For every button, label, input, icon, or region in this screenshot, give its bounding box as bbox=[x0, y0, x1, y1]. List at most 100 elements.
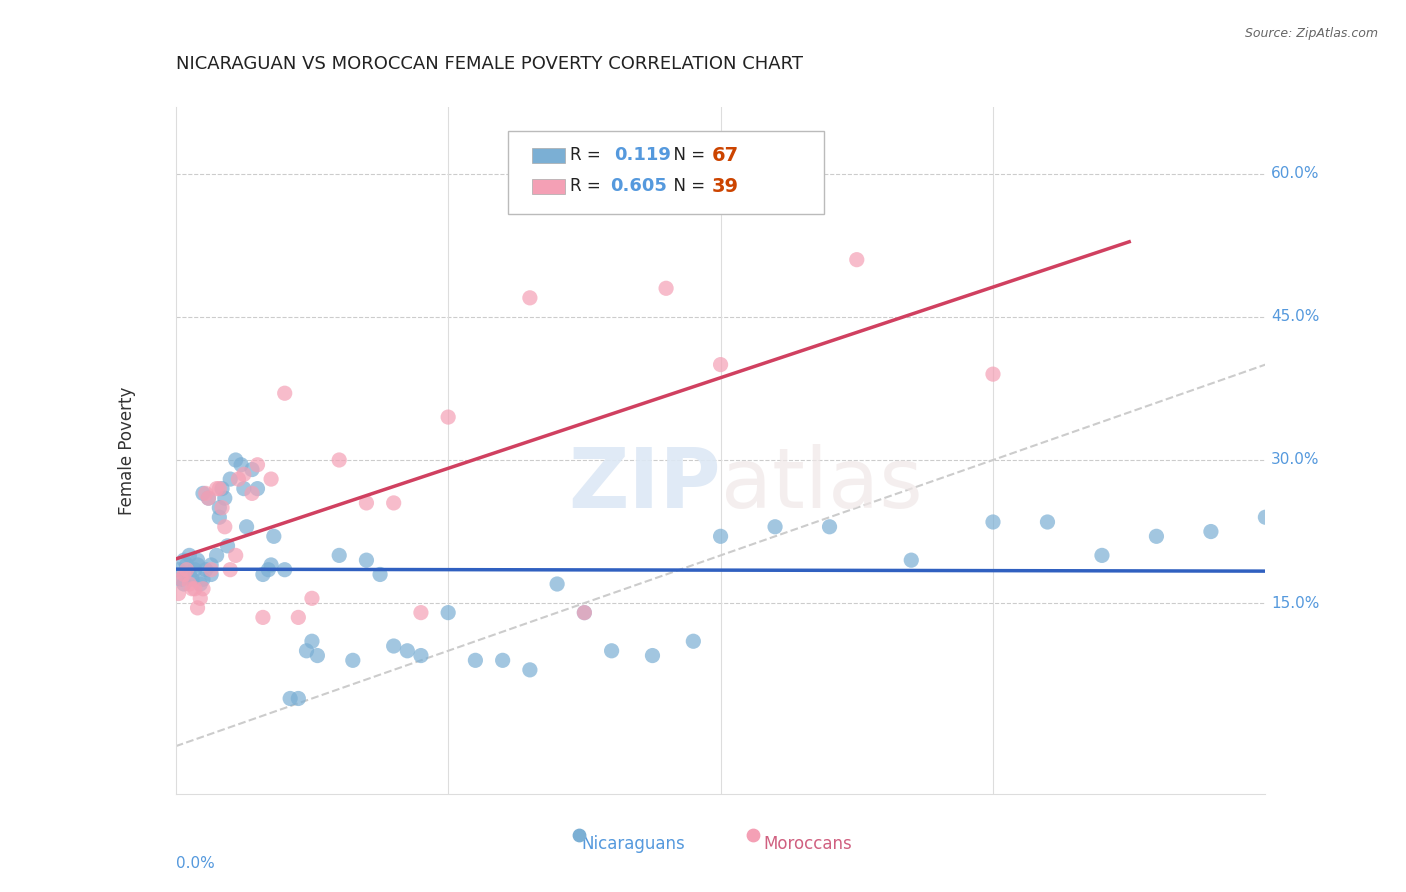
Text: Nicaraguans: Nicaraguans bbox=[582, 835, 685, 853]
Point bbox=[200, 563, 222, 577]
Point bbox=[342, 653, 364, 667]
Point bbox=[246, 458, 269, 472]
Point bbox=[260, 558, 283, 572]
Point bbox=[574, 606, 596, 620]
Point bbox=[818, 520, 841, 534]
Point bbox=[240, 486, 263, 500]
Point bbox=[188, 591, 211, 606]
Point bbox=[1036, 515, 1059, 529]
Text: 0.0%: 0.0% bbox=[176, 855, 215, 871]
Point bbox=[225, 549, 247, 563]
Point bbox=[184, 582, 207, 596]
Point bbox=[655, 281, 678, 295]
Point bbox=[328, 453, 350, 467]
Point bbox=[208, 482, 231, 496]
Point bbox=[197, 491, 219, 505]
Point bbox=[328, 549, 350, 563]
Point bbox=[186, 600, 209, 615]
Point bbox=[194, 486, 217, 500]
Text: N =: N = bbox=[662, 146, 710, 164]
Point bbox=[173, 553, 195, 567]
Text: Female Poverty: Female Poverty bbox=[118, 386, 136, 515]
Point bbox=[900, 553, 922, 567]
Text: 30.0%: 30.0% bbox=[1271, 452, 1319, 467]
Point bbox=[409, 648, 432, 663]
Point bbox=[181, 572, 204, 586]
Text: R =: R = bbox=[571, 177, 606, 195]
Point bbox=[186, 558, 209, 572]
Point bbox=[186, 553, 209, 567]
FancyBboxPatch shape bbox=[508, 131, 824, 213]
Point bbox=[307, 648, 329, 663]
Point bbox=[519, 663, 541, 677]
Point bbox=[257, 563, 280, 577]
Point bbox=[600, 644, 623, 658]
Text: 0.605: 0.605 bbox=[610, 177, 668, 195]
Point bbox=[763, 520, 786, 534]
Point bbox=[981, 367, 1004, 381]
Point bbox=[437, 606, 460, 620]
Point bbox=[260, 472, 283, 486]
Point bbox=[219, 472, 242, 486]
Point bbox=[217, 539, 239, 553]
Point bbox=[382, 496, 405, 510]
Point bbox=[492, 653, 515, 667]
Point bbox=[682, 634, 704, 648]
Point bbox=[167, 586, 190, 600]
Point bbox=[200, 567, 222, 582]
Point bbox=[1144, 529, 1167, 543]
Point bbox=[191, 572, 214, 586]
Point bbox=[208, 500, 231, 515]
Point bbox=[252, 567, 274, 582]
Point bbox=[211, 500, 233, 515]
Point bbox=[228, 472, 250, 486]
Point bbox=[231, 458, 253, 472]
Point bbox=[179, 567, 201, 582]
Point bbox=[641, 648, 664, 663]
Point bbox=[219, 563, 242, 577]
Point bbox=[710, 529, 733, 543]
Point bbox=[214, 520, 236, 534]
Point bbox=[191, 582, 214, 596]
Point bbox=[176, 558, 198, 572]
Point bbox=[188, 577, 211, 591]
Point bbox=[287, 691, 309, 706]
Point bbox=[179, 577, 201, 591]
Point bbox=[240, 462, 263, 476]
Point bbox=[235, 520, 257, 534]
Point bbox=[167, 563, 190, 577]
Text: N =: N = bbox=[662, 177, 710, 195]
Point bbox=[205, 482, 228, 496]
Text: 60.0%: 60.0% bbox=[1271, 166, 1319, 181]
Point bbox=[191, 486, 214, 500]
Point bbox=[214, 491, 236, 505]
Point bbox=[211, 482, 233, 496]
Point bbox=[173, 577, 195, 591]
Text: Moroccans: Moroccans bbox=[763, 835, 852, 853]
Text: NICARAGUAN VS MOROCCAN FEMALE POVERTY CORRELATION CHART: NICARAGUAN VS MOROCCAN FEMALE POVERTY CO… bbox=[176, 54, 803, 73]
Point bbox=[1091, 549, 1114, 563]
Point bbox=[208, 510, 231, 524]
Point bbox=[179, 549, 201, 563]
Point bbox=[278, 691, 301, 706]
Text: 39: 39 bbox=[711, 177, 740, 195]
Point bbox=[437, 410, 460, 425]
Text: 15.0%: 15.0% bbox=[1271, 596, 1319, 611]
Point bbox=[1173, 797, 1195, 811]
Point bbox=[184, 563, 207, 577]
Point bbox=[396, 644, 419, 658]
FancyBboxPatch shape bbox=[531, 179, 565, 194]
Point bbox=[1199, 524, 1222, 539]
Point bbox=[981, 515, 1004, 529]
Point bbox=[464, 653, 486, 667]
Point bbox=[287, 610, 309, 624]
Point bbox=[574, 606, 596, 620]
Point bbox=[845, 252, 868, 267]
Point bbox=[519, 291, 541, 305]
Point bbox=[710, 358, 733, 372]
Point bbox=[170, 572, 193, 586]
Text: ZIP: ZIP bbox=[568, 444, 721, 525]
Point bbox=[252, 610, 274, 624]
Point bbox=[295, 644, 318, 658]
Point bbox=[170, 572, 193, 586]
